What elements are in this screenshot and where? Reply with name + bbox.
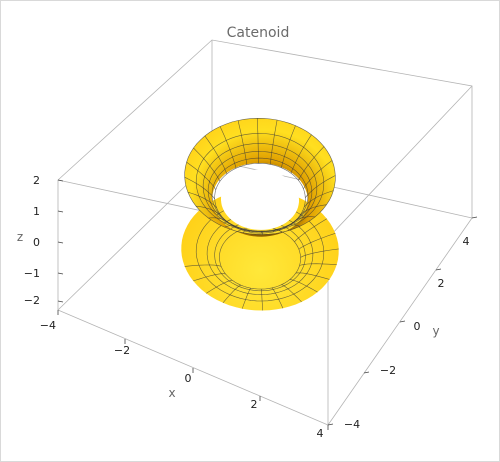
x-tick-label: 2 xyxy=(251,398,258,411)
surface-throat-opening xyxy=(221,169,299,230)
surface-lower-mesh xyxy=(184,202,339,311)
mesh-meridian xyxy=(237,120,248,165)
z-tick-mark xyxy=(57,210,64,213)
y-axis: −4 −2 0 2 4 y xyxy=(327,216,478,431)
mesh-meridian xyxy=(299,204,327,216)
surface-upper-mesh xyxy=(184,117,336,235)
x-tick-label: 0 xyxy=(185,372,192,385)
y-tick-label: 4 xyxy=(463,235,470,248)
mesh-meridian xyxy=(294,218,327,243)
z-tick-label: 0 xyxy=(33,236,40,249)
z-tick-label: −2 xyxy=(24,294,40,307)
y-tick-mark xyxy=(471,216,478,219)
mesh-meridian xyxy=(283,224,300,229)
z-tick-label: 1 xyxy=(33,205,40,218)
mesh-meridian xyxy=(195,205,222,217)
mesh-meridian xyxy=(299,263,337,266)
mesh-meridian xyxy=(281,125,296,168)
mesh-meridian xyxy=(193,273,226,282)
mesh-meridian xyxy=(242,229,250,233)
y-tick-label: 2 xyxy=(438,277,445,290)
z-axis: 2 1 0 −1 −2 z xyxy=(17,174,64,307)
z-tick-mark xyxy=(57,179,64,182)
mesh-meridian xyxy=(184,264,222,267)
mesh-meridian xyxy=(270,119,278,165)
mesh-meridian xyxy=(186,161,217,190)
mesh-meridian xyxy=(295,272,330,280)
z-tick-mark xyxy=(57,241,64,244)
x-tick-label: −4 xyxy=(40,319,56,332)
mesh-meridian xyxy=(187,191,217,209)
mesh-meridian xyxy=(206,280,233,294)
y-axis-label: y xyxy=(432,324,439,338)
z-axis-label: z xyxy=(17,230,23,244)
mesh-meridian xyxy=(303,160,333,189)
chart-title: Catenoid xyxy=(227,25,290,41)
mesh-meridian xyxy=(224,225,239,230)
mesh-meridian xyxy=(257,118,259,164)
mesh-meridian xyxy=(222,284,241,303)
mesh-meridian xyxy=(261,289,263,311)
mesh-meridian xyxy=(300,248,339,258)
mesh-meridian xyxy=(184,176,215,199)
mesh-meridian xyxy=(298,146,325,181)
surface-upper-sheet xyxy=(184,118,336,237)
mesh-meridian xyxy=(290,134,312,174)
mesh-meridian xyxy=(261,230,263,235)
y-tick-mark xyxy=(399,320,406,323)
mesh-meridian xyxy=(305,175,336,198)
mesh-meridian xyxy=(193,147,221,182)
mesh-meridian xyxy=(292,216,316,223)
catenoid-surface xyxy=(181,117,339,311)
y-tick-label: −4 xyxy=(344,418,360,431)
mesh-meridian xyxy=(298,233,336,250)
z-tick-label: −1 xyxy=(24,267,40,280)
x-axis-label: x xyxy=(168,386,175,400)
mesh-meridian xyxy=(208,217,230,224)
z-tick-label: 2 xyxy=(33,174,40,187)
mesh-meridian xyxy=(272,229,283,233)
y-tick-label: 0 xyxy=(414,320,421,333)
mesh-meridian xyxy=(289,279,318,293)
x-tick-label: 4 xyxy=(317,427,324,440)
y-tick-mark xyxy=(435,268,442,271)
z-tick-mark xyxy=(57,300,64,303)
mesh-meridian xyxy=(271,287,284,309)
z-tick-mark xyxy=(57,272,64,275)
box-back-floor-right xyxy=(211,159,473,219)
mesh-meridian xyxy=(241,288,252,309)
y-tick-mark xyxy=(363,371,370,374)
mesh-meridian xyxy=(281,284,302,303)
mesh-meridian xyxy=(303,190,334,208)
y-tick-label: −2 xyxy=(380,364,396,377)
x-tick-label: −2 xyxy=(114,344,130,357)
x-axis: −4 −2 0 2 4 x xyxy=(40,310,329,440)
y-tick-mark xyxy=(327,423,334,426)
mesh-meridian xyxy=(204,135,228,175)
mesh-meridian xyxy=(219,126,237,169)
